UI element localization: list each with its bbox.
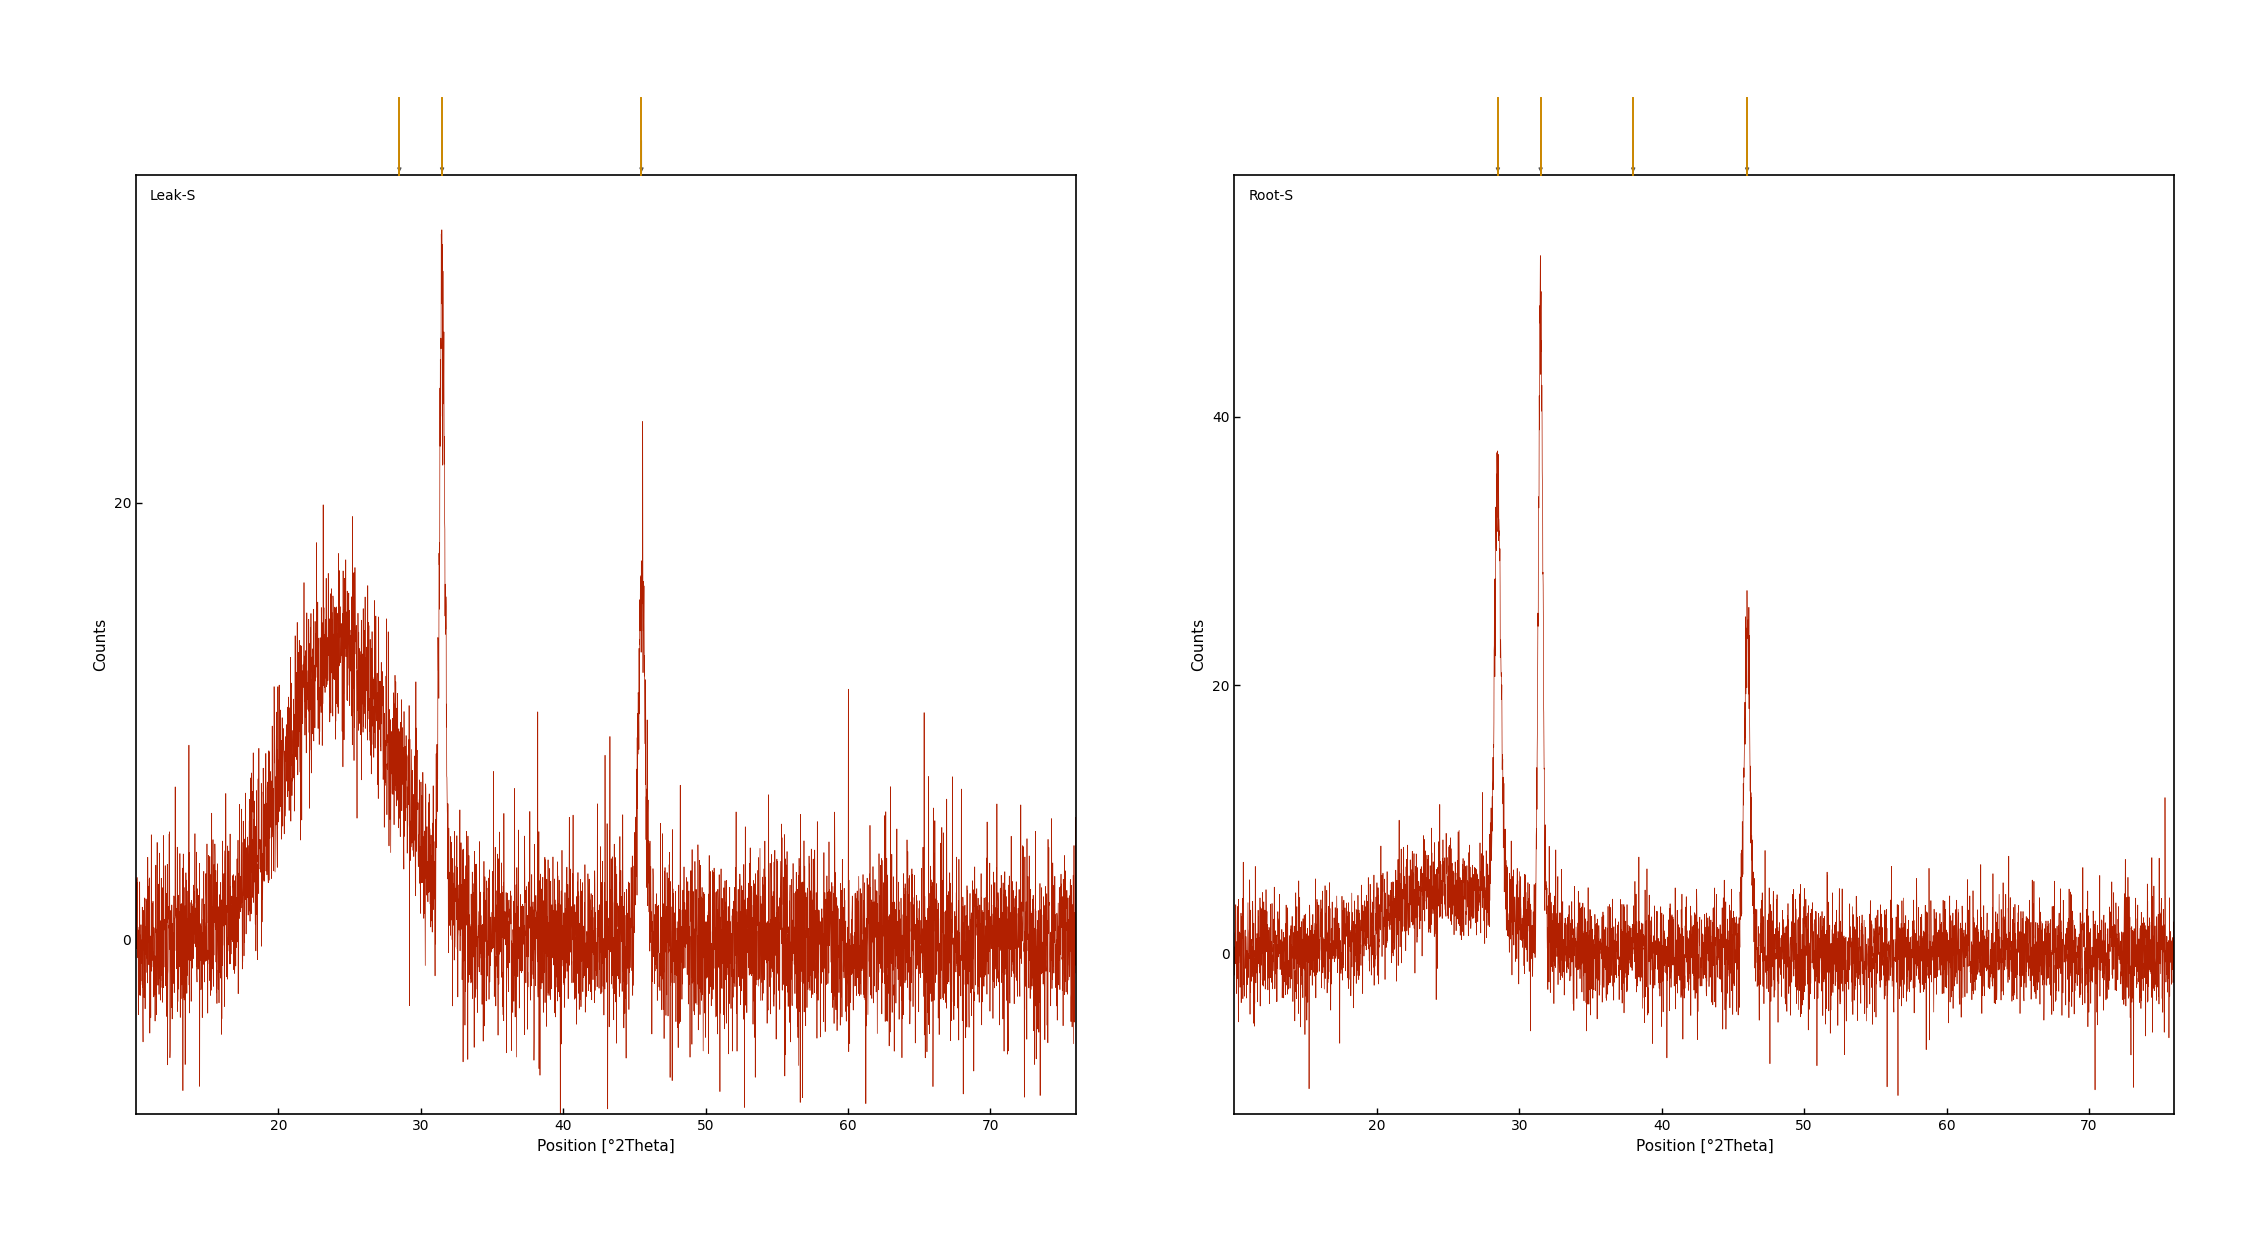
Text: Leak-S: Leak-S bbox=[149, 189, 197, 203]
Y-axis label: Counts: Counts bbox=[1191, 618, 1207, 671]
Text: Root-S: Root-S bbox=[1248, 189, 1293, 203]
X-axis label: Position [°2Theta]: Position [°2Theta] bbox=[537, 1139, 675, 1153]
Y-axis label: Counts: Counts bbox=[93, 618, 109, 671]
X-axis label: Position [°2Theta]: Position [°2Theta] bbox=[1635, 1139, 1773, 1153]
